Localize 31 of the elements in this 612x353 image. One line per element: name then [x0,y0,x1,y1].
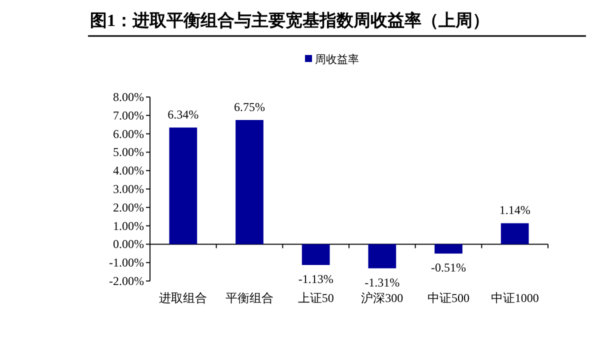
data-label: 6.75% [234,100,265,114]
y-tick-label: 3.00% [113,182,144,196]
data-label: -1.31% [364,275,400,290]
data-label: 6.34% [168,108,199,122]
x-tick-label: 进取组合 [159,291,208,305]
bar [500,223,529,244]
bar [169,128,198,244]
data-label: 1.14% [499,203,530,218]
y-tick-label: 4.00% [113,164,144,178]
bar [434,244,462,254]
x-tick-label: 上证50 [298,291,334,305]
x-tick-label: 中证1000 [490,291,539,305]
y-tick-label: -1.00% [109,256,144,270]
x-tick-label: 中证500 [428,291,470,305]
x-tick-label: 沪深300 [361,291,404,305]
data-label: -0.51% [431,260,466,275]
bar [302,244,330,265]
bar [236,120,264,244]
y-tick-label: 1.00% [113,218,144,233]
bar [368,244,396,268]
y-tick-label: 0.00% [113,237,144,252]
y-tick-label: -2.00% [109,274,144,288]
y-tick-label: 8.00% [113,90,144,104]
x-tick-label: 平衡组合 [226,291,274,305]
y-tick-label: 6.00% [113,126,144,141]
chart-title: 图1：进取平衡组合与主要宽基指数周收益率（上周） [90,11,490,30]
y-tick-label: 5.00% [113,145,144,160]
y-tick-label: 2.00% [113,200,144,214]
data-label: -1.13% [298,272,334,286]
legend-label: 周收益率 [315,53,359,66]
y-tick-label: 7.00% [113,108,144,122]
